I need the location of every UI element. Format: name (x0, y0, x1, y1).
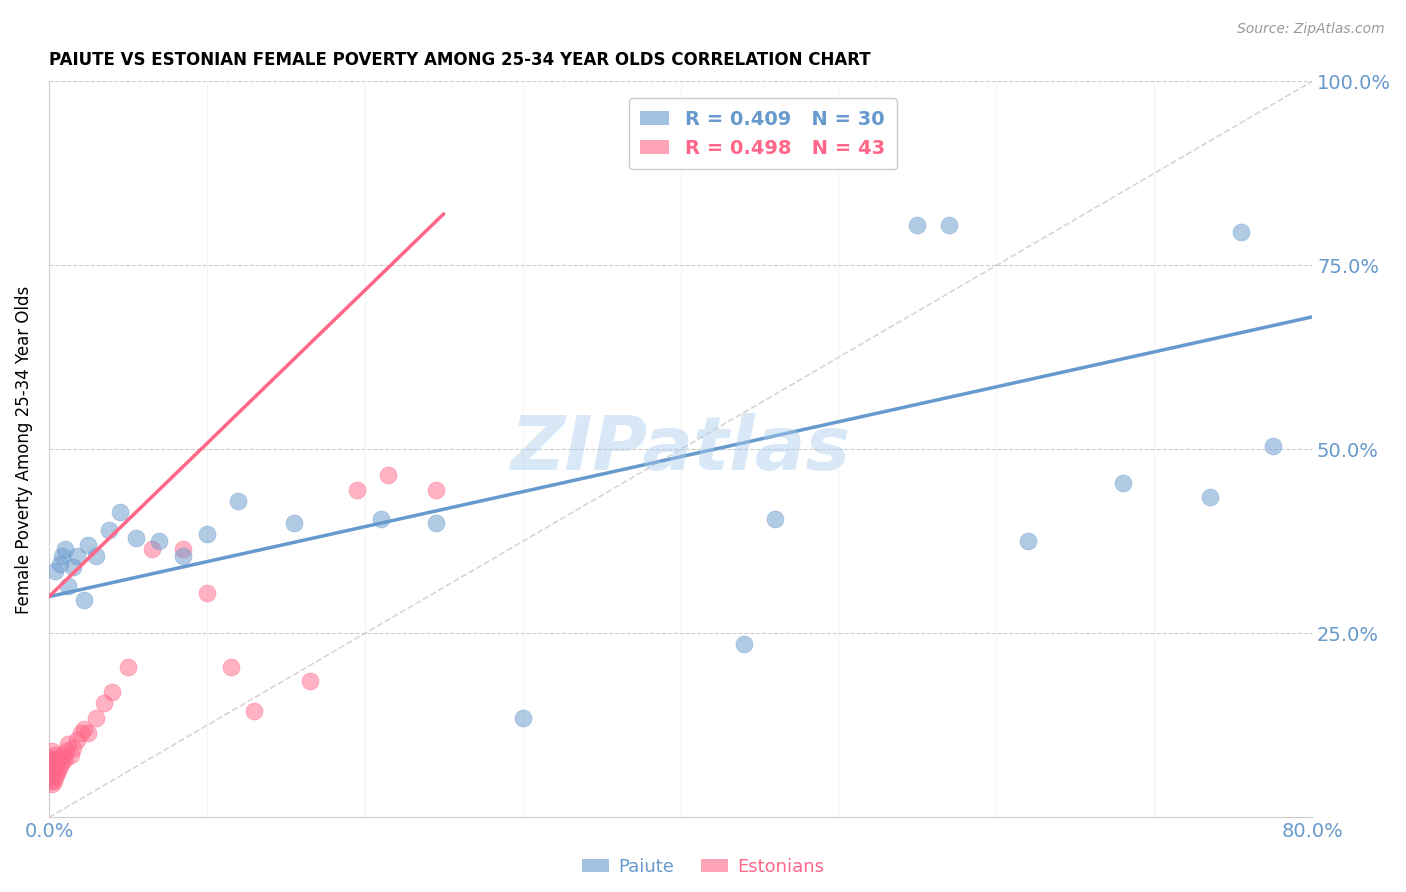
Point (45, 766, 67, 780)
Point (44, 747, 66, 762)
Point (39, 773, 62, 788)
Point (117, 659, 139, 673)
Point (53, 751, 76, 765)
Point (172, 541, 194, 556)
Point (370, 512, 392, 526)
Point (346, 483, 368, 497)
Point (60, 747, 83, 762)
Point (1261, 439, 1284, 453)
Point (1017, 534, 1039, 549)
Point (733, 638, 755, 652)
Text: PAIUTE VS ESTONIAN FEMALE POVERTY AMONG 25-34 YEAR OLDS CORRELATION CHART: PAIUTE VS ESTONIAN FEMALE POVERTY AMONG … (49, 51, 870, 69)
Point (172, 549, 194, 563)
Point (39, 770, 62, 784)
Point (425, 483, 447, 497)
Point (51, 756, 73, 770)
Point (905, 218, 928, 232)
Point (101, 685, 124, 699)
Point (98, 524, 121, 538)
Legend: R = 0.409   N = 30, R = 0.498   N = 43: R = 0.409 N = 30, R = 0.498 N = 43 (628, 98, 897, 169)
Point (228, 494, 250, 508)
Point (243, 704, 266, 718)
Point (41, 756, 63, 770)
Point (93, 697, 115, 711)
Point (41, 777, 63, 791)
Point (45, 756, 67, 770)
Point (39, 763, 62, 777)
Point (195, 527, 218, 541)
Point (49, 557, 72, 571)
Point (66, 733, 89, 747)
Text: Source: ZipAtlas.com: Source: ZipAtlas.com (1237, 22, 1385, 37)
Point (86, 549, 108, 563)
Point (48, 751, 70, 765)
Point (763, 512, 786, 526)
Point (53, 541, 76, 556)
Point (44, 564, 66, 578)
Point (73, 722, 96, 736)
Point (69, 726, 91, 740)
Point (77, 538, 100, 552)
Point (512, 711, 534, 725)
Point (55, 744, 77, 758)
Point (44, 770, 66, 784)
Point (1230, 225, 1253, 239)
Point (51, 549, 73, 563)
Point (56, 578, 79, 592)
Point (62, 560, 84, 574)
Point (41, 766, 63, 780)
Point (108, 505, 131, 519)
Point (86, 711, 108, 725)
Point (377, 468, 399, 483)
Point (52, 747, 75, 762)
Point (283, 516, 305, 530)
Point (938, 218, 960, 232)
Point (1111, 475, 1133, 490)
Y-axis label: Female Poverty Among 25-34 Year Olds: Female Poverty Among 25-34 Year Olds (15, 285, 32, 614)
Point (56, 737, 79, 751)
Point (42, 751, 65, 765)
Point (148, 534, 170, 549)
Point (141, 541, 163, 556)
Legend: Paiute, Estonians: Paiute, Estonians (575, 851, 831, 883)
Point (73, 593, 96, 607)
Point (44, 759, 66, 773)
Point (77, 726, 100, 740)
Point (219, 659, 242, 673)
Point (298, 674, 321, 689)
Text: ZIPatlas: ZIPatlas (510, 413, 851, 486)
Point (66, 549, 89, 563)
Point (41, 744, 63, 758)
Point (425, 516, 447, 530)
Point (39, 751, 62, 765)
Point (42, 763, 65, 777)
Point (49, 759, 72, 773)
Point (125, 531, 148, 545)
Point (42, 773, 65, 788)
Point (195, 586, 218, 600)
Point (1198, 490, 1220, 504)
Point (62, 740, 84, 755)
Point (48, 763, 70, 777)
